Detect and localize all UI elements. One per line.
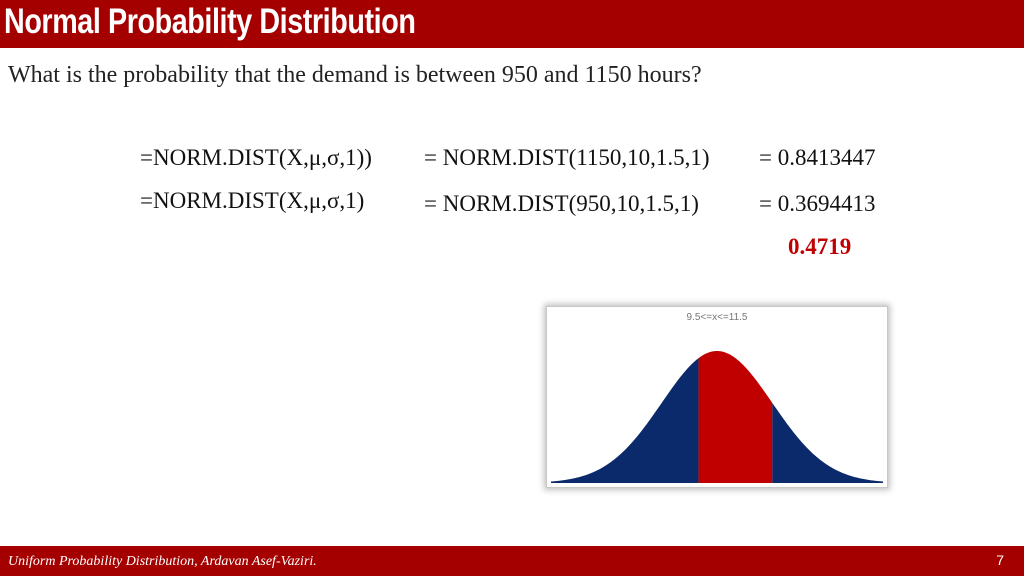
formula-generic-1: =NORM.DIST(X,μ,σ,1)) — [140, 145, 372, 170]
chart-svg: 9.5<=x<=11.5 — [551, 312, 883, 483]
footer-text: Uniform Probability Distribution, Ardava… — [8, 554, 317, 569]
chart-title: 9.5<=x<=11.5 — [687, 312, 748, 323]
title-bar: Normal Probability Distribution — [0, 0, 1024, 48]
formula-result-2: = 0.3694413 — [759, 191, 876, 216]
right-tail-area — [772, 402, 883, 483]
formula-generic-2: =NORM.DIST(X,μ,σ,1) — [140, 188, 365, 213]
question-text: What is the probability that the demand … — [8, 62, 702, 88]
left-tail-area — [551, 358, 699, 483]
footer-bar: Uniform Probability Distribution, Ardava… — [0, 546, 1024, 576]
formula-result-1: = 0.8413447 — [759, 145, 876, 170]
formula-specific-1: = NORM.DIST(1150,10,1.5,1) — [424, 145, 710, 170]
slide-title: Normal Probability Distribution — [4, 2, 416, 41]
normal-curve-chart: 9.5<=x<=11.5 — [546, 306, 888, 488]
formula-specific-2: = NORM.DIST(950,10,1.5,1) — [424, 191, 699, 216]
probability-difference: 0.4719 — [788, 234, 852, 259]
page-number: 7 — [996, 552, 1004, 568]
shaded-probability-area — [698, 351, 773, 483]
